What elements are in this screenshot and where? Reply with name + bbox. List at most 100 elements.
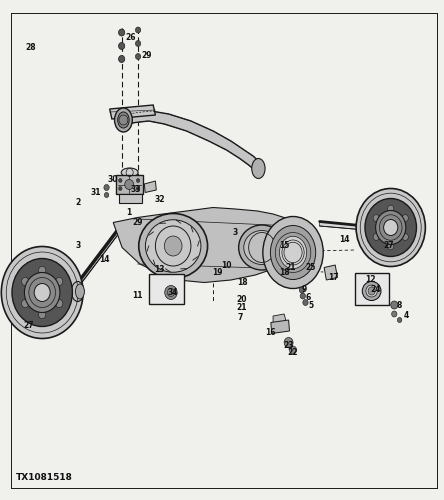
Text: 32: 32 — [155, 196, 165, 204]
Text: 25: 25 — [305, 263, 316, 272]
Circle shape — [289, 346, 297, 354]
Bar — [149, 274, 184, 304]
Circle shape — [388, 243, 394, 250]
Circle shape — [22, 278, 29, 285]
Circle shape — [402, 214, 408, 222]
Circle shape — [56, 300, 63, 308]
Circle shape — [373, 234, 379, 240]
Circle shape — [56, 278, 63, 285]
Text: 16: 16 — [266, 328, 276, 337]
Ellipse shape — [71, 282, 84, 302]
Circle shape — [136, 186, 140, 190]
Text: 28: 28 — [26, 43, 36, 52]
Circle shape — [119, 178, 122, 182]
Text: 18: 18 — [279, 268, 289, 277]
Circle shape — [402, 234, 408, 240]
Text: 22: 22 — [288, 348, 298, 357]
Circle shape — [104, 192, 109, 198]
Text: 2: 2 — [75, 198, 80, 207]
Ellipse shape — [362, 282, 381, 300]
Text: 3: 3 — [75, 240, 80, 250]
Text: 9: 9 — [301, 286, 307, 294]
Text: 3: 3 — [233, 228, 238, 237]
Text: 17: 17 — [328, 273, 338, 282]
Circle shape — [39, 310, 46, 318]
Circle shape — [119, 56, 125, 62]
Circle shape — [384, 220, 398, 236]
Polygon shape — [144, 181, 156, 192]
Circle shape — [24, 272, 60, 312]
Text: 21: 21 — [285, 263, 296, 272]
Polygon shape — [271, 320, 289, 334]
Polygon shape — [324, 265, 337, 280]
Circle shape — [135, 27, 141, 33]
Ellipse shape — [263, 216, 323, 288]
Circle shape — [1, 246, 83, 338]
Text: 5: 5 — [308, 300, 313, 310]
Circle shape — [34, 284, 50, 302]
Circle shape — [373, 214, 379, 222]
Polygon shape — [72, 230, 118, 295]
Circle shape — [119, 42, 125, 50]
Circle shape — [12, 258, 72, 326]
Text: 12: 12 — [365, 276, 376, 284]
Text: 33: 33 — [130, 186, 141, 194]
Text: 19: 19 — [212, 268, 223, 277]
Circle shape — [397, 318, 402, 322]
Text: 27: 27 — [383, 240, 394, 250]
Circle shape — [388, 205, 394, 212]
Ellipse shape — [75, 284, 84, 299]
Bar — [119, 194, 142, 202]
Circle shape — [104, 184, 109, 190]
Ellipse shape — [139, 214, 207, 278]
Circle shape — [356, 188, 425, 266]
Ellipse shape — [366, 285, 377, 297]
Circle shape — [22, 300, 29, 308]
Circle shape — [303, 300, 308, 306]
Bar — [355, 272, 388, 305]
Text: 15: 15 — [279, 240, 289, 250]
Circle shape — [39, 266, 46, 274]
Circle shape — [391, 301, 398, 309]
Text: 13: 13 — [155, 266, 165, 274]
Text: 23: 23 — [283, 340, 294, 349]
Text: 11: 11 — [132, 290, 143, 300]
Text: 8: 8 — [397, 300, 402, 310]
Ellipse shape — [239, 225, 285, 270]
Circle shape — [392, 311, 397, 317]
Circle shape — [135, 54, 141, 60]
Text: 34: 34 — [168, 288, 178, 297]
Ellipse shape — [244, 230, 280, 264]
Circle shape — [135, 40, 141, 46]
Text: 18: 18 — [237, 278, 247, 287]
Text: 27: 27 — [24, 320, 34, 330]
Text: 4: 4 — [404, 310, 409, 320]
Text: 10: 10 — [221, 260, 232, 270]
Circle shape — [299, 287, 305, 293]
Circle shape — [125, 180, 134, 190]
Text: 1: 1 — [126, 208, 131, 217]
Polygon shape — [273, 314, 286, 330]
Ellipse shape — [115, 108, 132, 132]
Text: 14: 14 — [339, 236, 349, 244]
Text: 6: 6 — [305, 293, 310, 302]
Text: 7: 7 — [237, 313, 242, 322]
Text: 24: 24 — [370, 286, 381, 294]
Polygon shape — [113, 208, 317, 282]
Text: 31: 31 — [90, 188, 101, 197]
Polygon shape — [110, 105, 155, 119]
Circle shape — [164, 236, 182, 256]
Bar — [116, 175, 143, 194]
Circle shape — [368, 287, 375, 295]
Circle shape — [119, 186, 122, 190]
Circle shape — [119, 29, 125, 36]
Circle shape — [136, 178, 140, 182]
Circle shape — [365, 198, 416, 256]
Text: 20: 20 — [237, 296, 247, 304]
Text: 26: 26 — [126, 33, 136, 42]
Ellipse shape — [146, 220, 201, 272]
Circle shape — [300, 293, 305, 299]
Polygon shape — [122, 111, 262, 172]
Text: TX1081518: TX1081518 — [16, 474, 72, 482]
Polygon shape — [320, 222, 365, 230]
